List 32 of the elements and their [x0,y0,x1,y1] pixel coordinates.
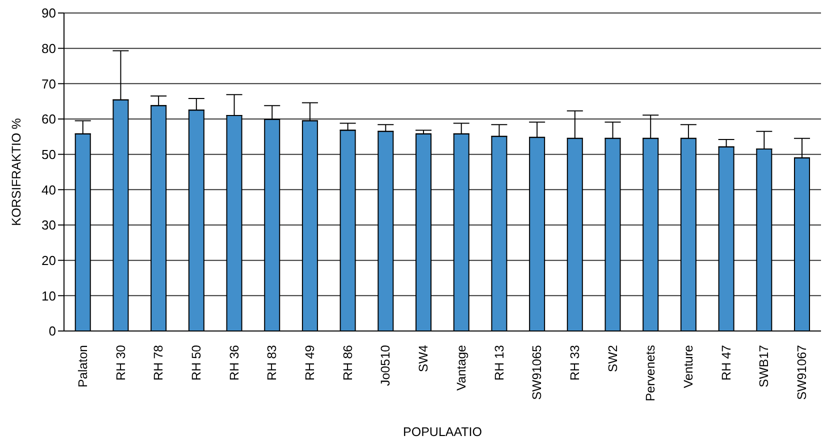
x-tick-label: RH 49 [303,344,318,380]
y-axis-title: KORSIFRAKTIO % [9,118,24,226]
x-tick-label: RH 30 [114,344,128,380]
x-tick-label: RH 33 [568,344,582,380]
y-tick-label: 30 [42,218,56,233]
x-axis-title: POPULAATIO [403,425,482,439]
y-tick-label: 10 [42,288,56,304]
x-tick-label: SW2 [606,344,620,372]
x-tick-label: RH 78 [152,344,166,380]
y-tick-label: 70 [42,76,56,92]
x-tick-label: RH 83 [265,344,280,380]
x-tick-label: SW91065 [530,344,544,400]
x-tick-label: SW4 [416,344,431,372]
x-tick-label: Palaton [76,344,90,388]
x-tick-label: Pervenets [644,345,658,402]
x-tick-label: RH 36 [227,344,242,380]
y-tick-label: 90 [42,6,56,21]
y-tick-label: 50 [42,146,56,162]
x-tick-label: RH 50 [189,344,204,380]
y-tick-label: 20 [42,252,56,268]
x-tick-label: RH 86 [340,344,355,380]
x-tick-label: Jo0510 [378,344,393,386]
y-tick-label: 60 [42,112,56,127]
x-tick-label: Venture [682,344,696,388]
x-tick-label: Vantage [454,344,468,391]
x-tick-label: RH 47 [719,344,734,380]
y-tick-label: 0 [48,324,56,339]
x-tick-label: RH 13 [492,344,506,380]
x-tick-label: SW91067 [795,344,810,400]
y-tick-label: 40 [42,182,56,198]
x-tick-label: SWB17 [757,344,772,388]
y-tick-label: 80 [42,40,56,56]
